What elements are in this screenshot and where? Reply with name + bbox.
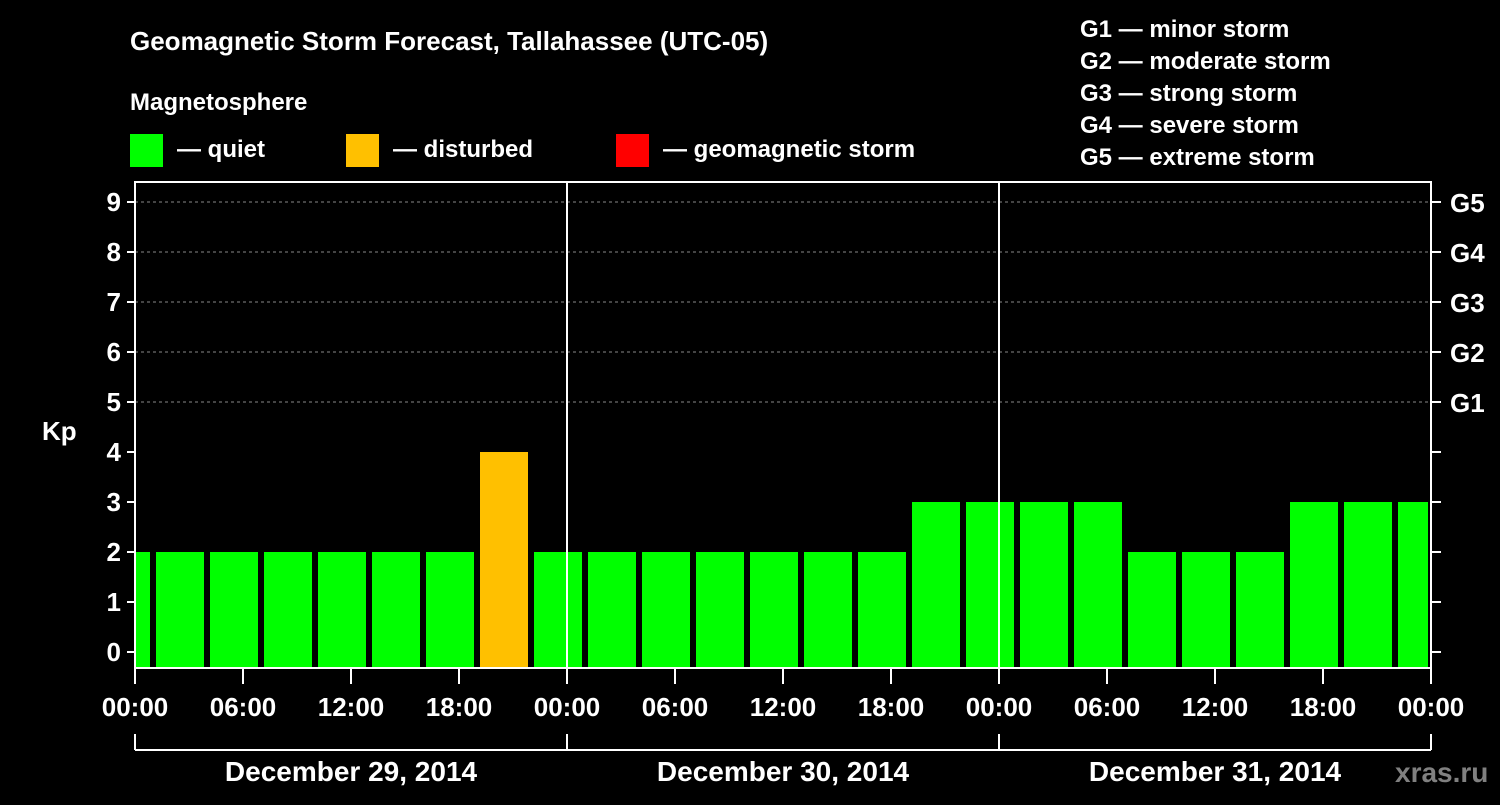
y-tick-label: 2 (107, 537, 121, 567)
storm-scale-legend: G1 — minor storm G2 — moderate storm G3 — … (1080, 16, 1331, 171)
storm-scale-item: G1 — minor storm (1080, 16, 1289, 43)
x-tick-label: 06:00 (1074, 692, 1141, 722)
chart-title: Geomagnetic Storm Forecast, Tallahassee … (130, 26, 768, 56)
y-tick-label: 1 (107, 587, 121, 617)
x-tick-label: 00:00 (966, 692, 1033, 722)
x-tick-label: 18:00 (1290, 692, 1357, 722)
day-label: December 29, 2014 (225, 756, 478, 787)
bar (1020, 502, 1068, 668)
grid (135, 201, 1431, 403)
legend-label: — disturbed (393, 136, 533, 163)
y-tick-label: 0 (107, 637, 121, 667)
x-tick-label: 12:00 (1182, 692, 1249, 722)
x-tick-label: 12:00 (750, 692, 817, 722)
bar (804, 552, 852, 668)
bar (1236, 552, 1284, 668)
bar (642, 552, 690, 668)
bar (534, 552, 582, 668)
g-level-label: G2 (1450, 338, 1485, 368)
y-axis-label: Kp (42, 416, 77, 446)
storm-scale-item: G4 — severe storm (1080, 112, 1299, 139)
legend-label: — quiet (177, 136, 265, 163)
storm-scale-item: G2 — moderate storm (1080, 48, 1331, 75)
g-level-label: G3 (1450, 288, 1485, 318)
axes: 0 1 2 3 4 5 6 7 8 9 G1 G2 G3 G4 G5 00:00 06:00 12:00 18:00… (102, 181, 1485, 787)
g-level-label: G5 (1450, 188, 1485, 218)
y-tick-label: 5 (107, 387, 121, 417)
legend: — quiet — disturbed — geomagnetic storm (130, 134, 915, 167)
legend-label: — geomagnetic storm (663, 136, 915, 163)
bar (858, 552, 906, 668)
bar (480, 452, 528, 668)
y-tick-label: 6 (107, 337, 121, 367)
bar (1182, 552, 1230, 668)
bar (426, 552, 474, 668)
bars (136, 452, 1428, 668)
bar (1398, 502, 1428, 668)
bar (588, 552, 636, 668)
bar (372, 552, 420, 668)
bar (696, 552, 744, 668)
x-tick-label: 18:00 (858, 692, 925, 722)
storm-scale-item: G5 — extreme storm (1080, 144, 1315, 171)
x-tick-label: 00:00 (1398, 692, 1465, 722)
bar (210, 552, 258, 668)
y-tick-label: 4 (107, 437, 122, 467)
bar (156, 552, 204, 668)
bar (1074, 502, 1122, 668)
bar (966, 502, 1014, 668)
y-tick-label: 3 (107, 487, 121, 517)
bar (1344, 502, 1392, 668)
y-tick-label: 7 (107, 287, 121, 317)
bar (136, 552, 150, 668)
x-tick-label: 06:00 (210, 692, 277, 722)
legend-swatch (130, 134, 163, 167)
y-tick-label: 8 (107, 237, 121, 267)
bar (1290, 502, 1338, 668)
day-label: December 31, 2014 (1089, 756, 1342, 787)
x-tick-label: 12:00 (318, 692, 385, 722)
bar (1128, 552, 1176, 668)
legend-title: Magnetosphere (130, 89, 307, 116)
bar (750, 552, 798, 668)
day-label: December 30, 2014 (657, 756, 910, 787)
g-level-label: G4 (1450, 238, 1485, 268)
bar (318, 552, 366, 668)
watermark: xras.ru (1395, 757, 1488, 788)
g-level-label: G1 (1450, 388, 1485, 418)
x-tick-label: 00:00 (102, 692, 169, 722)
x-tick-label: 06:00 (642, 692, 709, 722)
x-tick-label: 18:00 (426, 692, 493, 722)
storm-scale-item: G3 — strong storm (1080, 80, 1297, 107)
bar (264, 552, 312, 668)
legend-swatch (616, 134, 649, 167)
bar (912, 502, 960, 668)
legend-swatch (346, 134, 379, 167)
y-tick-label: 9 (107, 187, 121, 217)
x-tick-label: 00:00 (534, 692, 601, 722)
